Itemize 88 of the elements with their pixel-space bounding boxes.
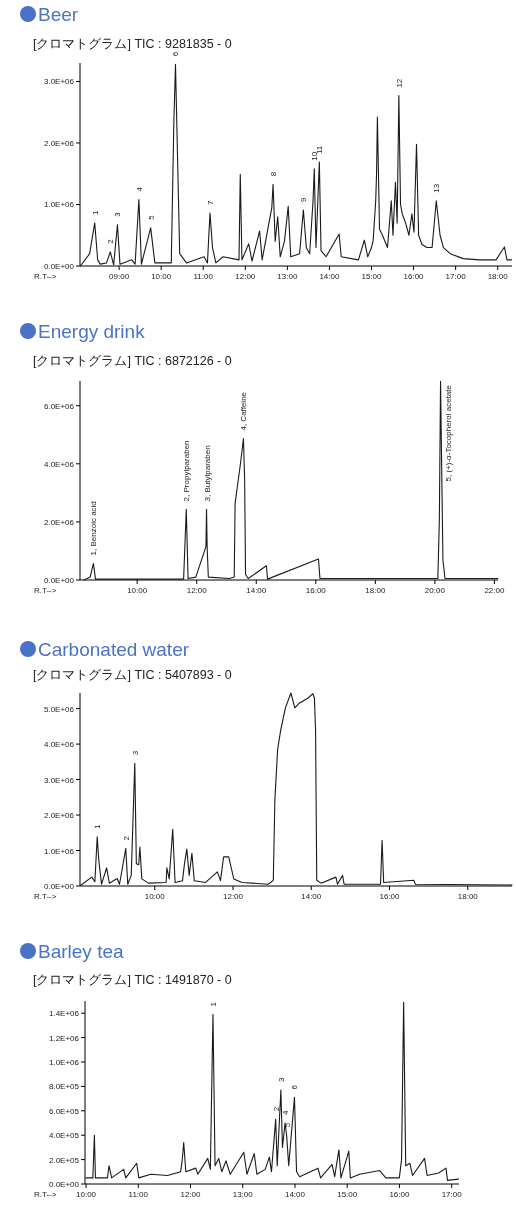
- annotation: 1, Benzoic acid: [89, 501, 99, 556]
- chart-title: Energy drink: [38, 321, 146, 342]
- x-tick-label: 15:00: [337, 1190, 358, 1199]
- x-tick-label: 12:00: [180, 1190, 202, 1199]
- x-tick-label: 09:00: [109, 272, 130, 281]
- annotation: 5: [146, 214, 156, 220]
- y-tick-label: 1.0E+06: [43, 846, 75, 856]
- chart-subtitle: [クロマトグラム] TIC : 1491870 - 0: [33, 973, 232, 987]
- x-tick-label: 16:00: [305, 586, 327, 595]
- annotation: 4, Caffeine: [239, 391, 249, 431]
- x-tick-label: 12:00: [222, 892, 244, 901]
- annotation: 1: [93, 823, 103, 829]
- y-tick-label: 5.0E+06: [43, 704, 75, 714]
- x-tick-label: 13:00: [277, 272, 298, 281]
- x-tick-label: 18:00: [365, 586, 386, 595]
- x-axis-title: R.T-->: [34, 1190, 57, 1199]
- annotation: 4: [281, 1110, 291, 1115]
- y-tick-label: 0.0E+00: [43, 262, 75, 271]
- x-tick-label: 13:00: [232, 1190, 254, 1199]
- annotation: 6: [171, 51, 181, 57]
- annotation: 7: [205, 200, 215, 206]
- annotation: 9: [299, 197, 309, 203]
- y-tick-label: 4.0E+06: [43, 740, 75, 750]
- x-tick-label: 11:00: [128, 1190, 149, 1199]
- annotation: 1: [90, 209, 100, 215]
- y-tick-label: 3.0E+06: [43, 77, 75, 87]
- y-tick-label: 6.0E+05: [48, 1106, 80, 1116]
- y-tick-label: 6.0E+06: [43, 401, 75, 411]
- chart-subtitle: [クロマトグラム] TIC : 9281835 - 0: [33, 37, 232, 51]
- annotation: 3: [130, 750, 140, 756]
- y-tick-label: 4.0E+05: [48, 1131, 80, 1141]
- x-tick-label: 14:00: [284, 1190, 306, 1199]
- annotation: 3: [276, 1077, 286, 1083]
- x-tick-label: 10:00: [127, 586, 148, 595]
- x-tick-label: 22:00: [484, 586, 505, 595]
- annotation: 4: [134, 186, 144, 192]
- annotation: 1: [208, 1001, 218, 1007]
- x-tick-label: 10:00: [144, 892, 166, 901]
- x-axis-title: R.T-->: [34, 892, 57, 901]
- y-tick-label: 0.0E+00: [43, 576, 75, 585]
- x-axis-title: R.T-->: [34, 586, 57, 595]
- x-tick-label: 17:00: [445, 272, 467, 281]
- x-tick-label: 16:00: [379, 892, 401, 901]
- x-tick-label: 14:00: [246, 586, 267, 595]
- x-tick-label: 20:00: [424, 586, 446, 595]
- annotation: 2: [271, 1106, 281, 1112]
- chart-title: Carbonated water: [38, 639, 190, 660]
- annotation: 3, Butylparaben: [202, 445, 212, 502]
- y-tick-label: 2.0E+06: [43, 138, 75, 148]
- y-tick-label: 8.0E+05: [48, 1082, 80, 1092]
- annotation: 2: [106, 238, 116, 244]
- y-tick-label: 3.0E+06: [43, 775, 75, 785]
- y-tick-label: 2.0E+06: [43, 811, 75, 821]
- annotation: 2: [121, 835, 131, 841]
- x-tick-label: 12:00: [186, 586, 208, 595]
- x-tick-label: 18:00: [487, 272, 509, 281]
- chart-subtitle: [クロマトグラム] TIC : 5407893 - 0: [33, 668, 232, 682]
- x-tick-label: 16:00: [403, 272, 425, 281]
- chart-title: Beer: [38, 4, 79, 25]
- y-tick-label: 2.0E+06: [43, 517, 75, 527]
- x-tick-label: 11:00: [193, 272, 214, 281]
- x-tick-label: 15:00: [361, 272, 383, 281]
- annotation: 5, (+)-α-Tocopherol acetate: [443, 384, 453, 482]
- x-tick-label: 14:00: [301, 892, 322, 901]
- y-tick-label: 1.0E+06: [48, 1058, 80, 1067]
- y-tick-label: 4.0E+06: [43, 459, 75, 469]
- x-axis-title: R.T-->: [34, 272, 57, 281]
- annotation: 12: [394, 78, 404, 88]
- x-tick-label: 17:00: [441, 1190, 463, 1199]
- x-tick-label: 16:00: [389, 1190, 411, 1199]
- chart-title: Barley tea: [38, 941, 124, 962]
- y-tick-label: 0.0E+00: [43, 882, 75, 891]
- annotation: 3: [113, 211, 123, 217]
- x-tick-label: 12:00: [235, 272, 256, 281]
- x-tick-label: 10:00: [76, 1190, 97, 1199]
- annotation: 6: [290, 1084, 300, 1090]
- annotation: 2, Propylparaben: [182, 440, 192, 502]
- y-tick-label: 2.0E+05: [48, 1155, 80, 1165]
- y-tick-label: 0.0E+00: [48, 1180, 80, 1189]
- annotation: 13: [432, 183, 442, 193]
- x-tick-label: 10:00: [151, 272, 172, 281]
- y-tick-label: 1.4E+06: [48, 1009, 80, 1019]
- y-tick-label: 1.0E+06: [43, 200, 75, 210]
- chart-subtitle: [クロマトグラム] TIC : 6872126 - 0: [33, 354, 232, 368]
- x-tick-label: 18:00: [457, 892, 479, 901]
- y-tick-label: 1.2E+06: [48, 1033, 80, 1043]
- x-tick-label: 14:00: [319, 272, 340, 281]
- annotation: 8: [269, 171, 279, 177]
